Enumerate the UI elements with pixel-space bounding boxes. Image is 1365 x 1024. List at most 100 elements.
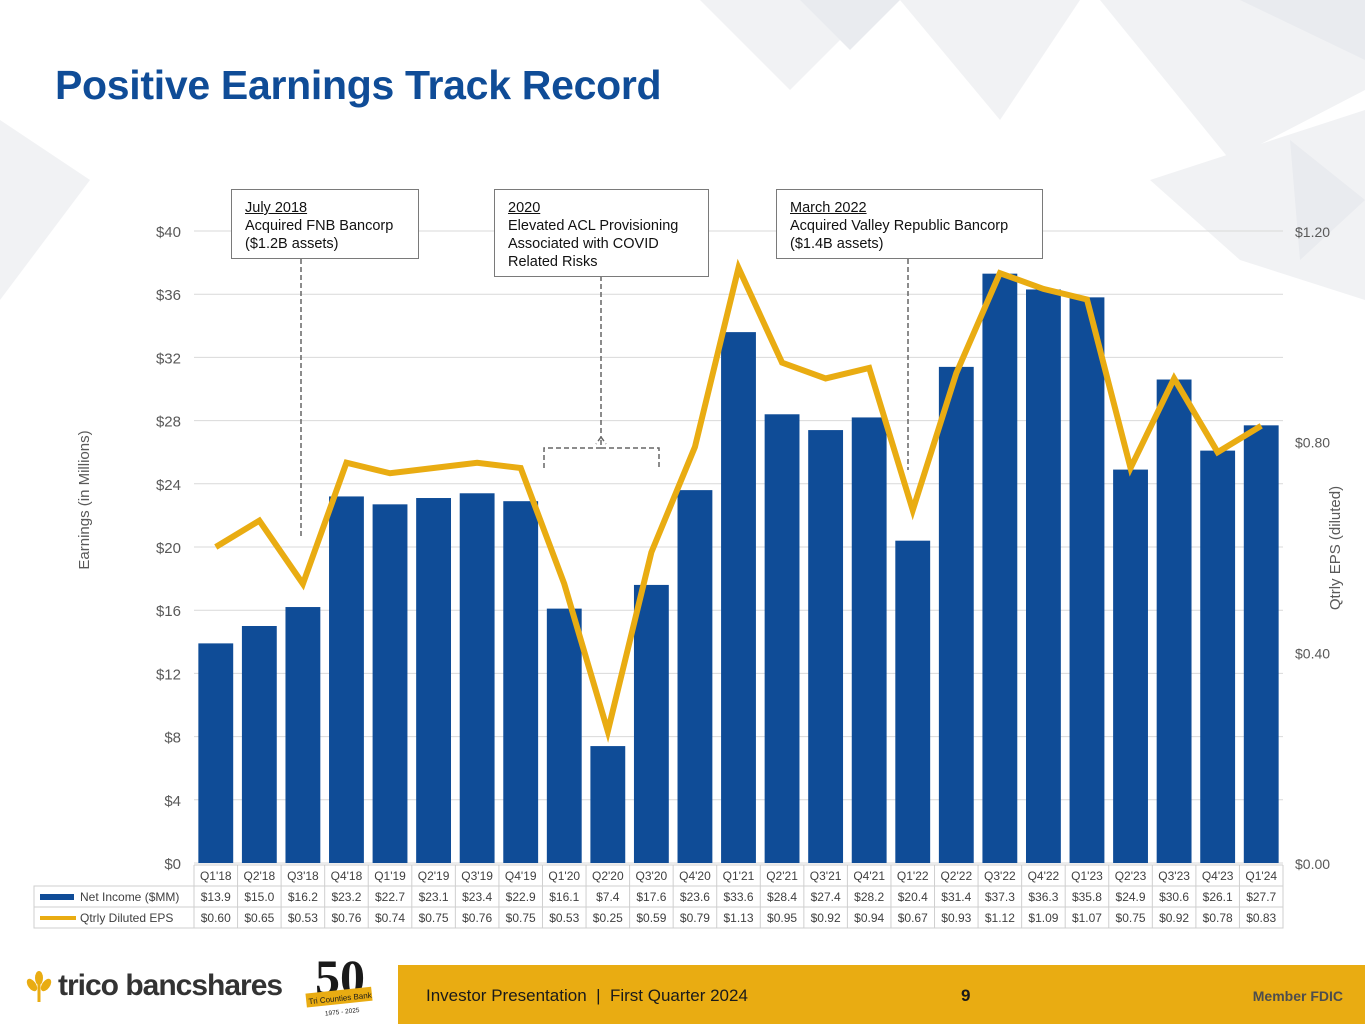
eps-value: $0.75 — [1116, 911, 1146, 925]
net-income-value: $28.4 — [767, 890, 797, 904]
net-income-value: $16.1 — [549, 890, 579, 904]
annotation-line: Acquired FNB Bancorp — [245, 218, 394, 234]
bar-net-income — [1200, 450, 1236, 863]
y-tick-label: $16 — [156, 603, 181, 620]
y-tick-label: $8 — [164, 730, 181, 747]
category-label: Q2'19 — [418, 869, 450, 883]
bar-net-income — [590, 746, 626, 863]
category-label: Q1'19 — [374, 869, 406, 883]
bar-net-income — [1113, 469, 1148, 863]
net-income-value: $36.3 — [1028, 890, 1058, 904]
category-label: Q3'21 — [810, 869, 842, 883]
legend-eps: Qtrly Diluted EPS — [80, 911, 173, 925]
brand-name: trico bancshares — [58, 969, 283, 1002]
anniversary-years: 1975 - 2025 — [325, 1007, 361, 1018]
net-income-value: $22.7 — [375, 890, 405, 904]
eps-value: $0.67 — [898, 911, 928, 925]
category-label: Q3'23 — [1158, 869, 1190, 883]
annotation-line: ($1.2B assets) — [245, 236, 339, 252]
bar-net-income — [1025, 289, 1061, 864]
net-income-value: $23.4 — [462, 890, 492, 904]
annotation-heading: 2020 — [508, 200, 541, 216]
category-label: Q3'20 — [636, 869, 668, 883]
bar-net-income — [982, 273, 1018, 863]
eps-value: $0.93 — [941, 911, 971, 925]
bar-net-income — [1156, 379, 1192, 863]
y-tick-label: $20 — [156, 540, 181, 557]
eps-value: $0.75 — [506, 911, 536, 925]
eps-value: $0.76 — [462, 911, 492, 925]
net-income-value: $30.6 — [1159, 890, 1189, 904]
eps-value: $0.92 — [1159, 911, 1189, 925]
annotation-line: Acquired Valley Republic Bancorp — [790, 218, 1009, 234]
bar-net-income — [721, 332, 756, 863]
y2-tick-label: $1.20 — [1295, 224, 1330, 240]
bar-net-income — [198, 643, 234, 863]
bar-net-income — [416, 498, 452, 863]
eps-value: $1.12 — [985, 911, 1015, 925]
category-label: Q1'21 — [723, 869, 755, 883]
net-income-value: $23.1 — [419, 890, 449, 904]
y-tick-label: $36 — [156, 287, 181, 304]
bar-net-income — [938, 366, 974, 863]
net-income-value: $26.1 — [1203, 890, 1233, 904]
eps-value: $0.59 — [636, 911, 666, 925]
net-income-value: $23.2 — [331, 890, 361, 904]
annotation-line: Associated with COVID — [508, 236, 659, 252]
net-income-value: $22.9 — [506, 890, 536, 904]
net-income-value: $24.9 — [1116, 890, 1146, 904]
category-label: Q1'18 — [200, 869, 232, 883]
category-label: Q4'20 — [679, 869, 711, 883]
eps-value: $0.60 — [201, 911, 231, 925]
eps-value: $1.13 — [723, 911, 753, 925]
eps-value: $0.65 — [244, 911, 274, 925]
y-tick-label: $28 — [156, 414, 181, 431]
footer-bar: Investor Presentation | First Quarter 20… — [398, 965, 1365, 1024]
annotation-heading: March 2022 — [790, 200, 867, 216]
bar-net-income — [285, 607, 321, 863]
bar-net-income — [241, 626, 277, 863]
eps-value: $0.95 — [767, 911, 797, 925]
y2-tick-label: $0.80 — [1295, 435, 1330, 451]
y2-tick-label: $0.40 — [1295, 645, 1330, 661]
bar-net-income — [851, 417, 887, 863]
eps-value: $0.76 — [331, 911, 361, 925]
trico-wheat-logo-icon — [26, 971, 52, 1002]
category-label: Q3'19 — [461, 869, 493, 883]
category-label: Q1'24 — [1245, 869, 1277, 883]
category-label: Q4'21 — [853, 869, 885, 883]
eps-value: $1.07 — [1072, 911, 1102, 925]
eps-value: $0.74 — [375, 911, 405, 925]
eps-value: $0.94 — [854, 911, 884, 925]
net-income-value: $17.6 — [636, 890, 666, 904]
y2-tick-label: $0.00 — [1295, 856, 1330, 872]
page-title: Positive Earnings Track Record — [55, 62, 662, 108]
earnings-chart: $0 $4 $8 $12 $16 $20 $24 $28 $32 $36 $40 $0.00 $0.40… — [33, 224, 1344, 929]
category-label: Q4'18 — [331, 869, 363, 883]
annotation-heading: July 2018 — [245, 200, 308, 216]
category-label: Q4'22 — [1028, 869, 1060, 883]
category-label: Q1'20 — [548, 869, 580, 883]
bar-net-income — [764, 414, 800, 863]
net-income-value: $7.4 — [596, 890, 620, 904]
net-income-value: $37.3 — [985, 890, 1015, 904]
y-tick-label: $4 — [164, 793, 181, 810]
y-tick-label: $40 — [156, 224, 181, 241]
y-tick-label: $0 — [164, 856, 181, 873]
eps-value: $0.83 — [1246, 911, 1276, 925]
anniversary-50-logo: 50 Tri Counties Bank 1975 - 2025 — [305, 950, 373, 1018]
net-income-value: $16.2 — [288, 890, 318, 904]
y-tick-label: $12 — [156, 666, 181, 683]
net-income-value: $28.2 — [854, 890, 884, 904]
page-number: 9 — [961, 986, 971, 1005]
bar-net-income — [329, 496, 364, 863]
bar-net-income — [1243, 425, 1279, 863]
net-income-value: $27.7 — [1246, 890, 1276, 904]
bar-net-income — [677, 490, 713, 863]
category-label: Q3'22 — [984, 869, 1016, 883]
legend-net-income: Net Income ($MM) — [80, 890, 179, 904]
bar-net-income — [503, 501, 539, 863]
presentation-label: Investor Presentation | First Quarter 20… — [426, 986, 748, 1005]
category-label: Q4'23 — [1202, 869, 1234, 883]
